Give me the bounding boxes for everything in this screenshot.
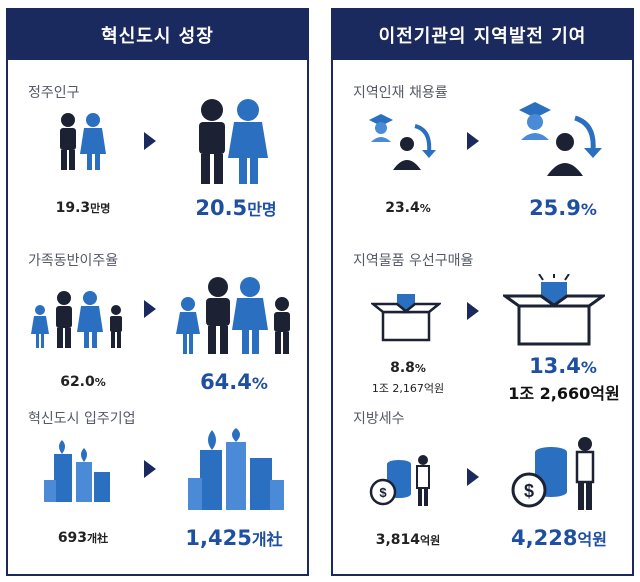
family-migration-after: 64.4% [200,370,268,394]
panel-regional-contribution: 이전기관의 지역발전 기여 지역인재 채용률 [331,8,634,576]
family-small-icon [52,110,110,178]
section-resident-companies: 혁신도시 입주기업 693개社 [8,408,307,568]
family-large-icon [188,96,272,190]
buildings-small-icon [44,440,116,510]
arrow-right-icon [467,302,479,320]
section-title: 혁신도시 입주기업 [28,411,136,427]
local-hiring-before: 23.4% [385,200,431,216]
svg-text:$: $ [524,481,534,501]
panel-header-right: 이전기관의 지역발전 기여 [333,10,632,60]
section-title: 지방세수 [353,411,405,427]
coins-person-small-icon: $ [369,452,435,512]
graduate-to-worker-large-icon [515,100,607,184]
svg-text:$: $ [379,485,387,500]
family-four-large-icon [172,276,296,360]
local-purchase-after-amount: 1조 2,660억원 [508,384,620,403]
arrow-right-icon [144,460,156,478]
arrow-right-icon [467,468,479,486]
local-purchase-before: 8.8% [390,360,426,376]
family-four-small-icon [26,290,130,356]
arrow-right-icon [144,300,156,318]
local-tax-after: 4,228억원 [511,526,607,550]
box-small-icon [369,290,443,348]
local-purchase-before-amount: 1조 2,167억원 [371,382,445,395]
panel-header-left: 혁신도시 성장 [8,10,307,60]
population-after: 20.5만명 [195,196,277,220]
local-hiring-after: 25.9% [529,196,597,220]
section-local-purchase: 지역물품 우선구매율 8.8% 1조 2,167억원 13.4% [333,250,632,405]
local-purchase-after: 13.4% [529,354,597,378]
section-population: 정주인구 19.3만명 [8,82,307,232]
section-title: 지역물품 우선구매율 [353,253,474,269]
section-title: 가족동반이주율 [28,253,119,269]
section-local-tax: 지방세수 $ $ [333,408,632,568]
buildings-large-icon [188,428,284,516]
section-family-migration: 가족동반이주율 [8,250,307,400]
panel-innovation-city-growth: 혁신도시 성장 정주인구 19.3 [6,8,309,576]
family-migration-before: 62.0% [60,374,106,390]
companies-before: 693개社 [57,530,109,546]
population-before: 19.3만명 [55,200,111,216]
section-title: 정주인구 [28,85,80,101]
companies-after: 1,425개社 [185,526,283,550]
coins-person-large-icon: $ [511,434,601,516]
arrow-right-icon [144,132,156,150]
section-title: 지역인재 채용률 [353,85,448,101]
section-local-hiring: 지역인재 채용률 2 [333,82,632,232]
local-tax-before: 3,814억원 [375,532,441,548]
arrow-right-icon [467,132,479,150]
box-large-icon [500,272,608,352]
graduate-to-worker-small-icon [367,112,441,178]
